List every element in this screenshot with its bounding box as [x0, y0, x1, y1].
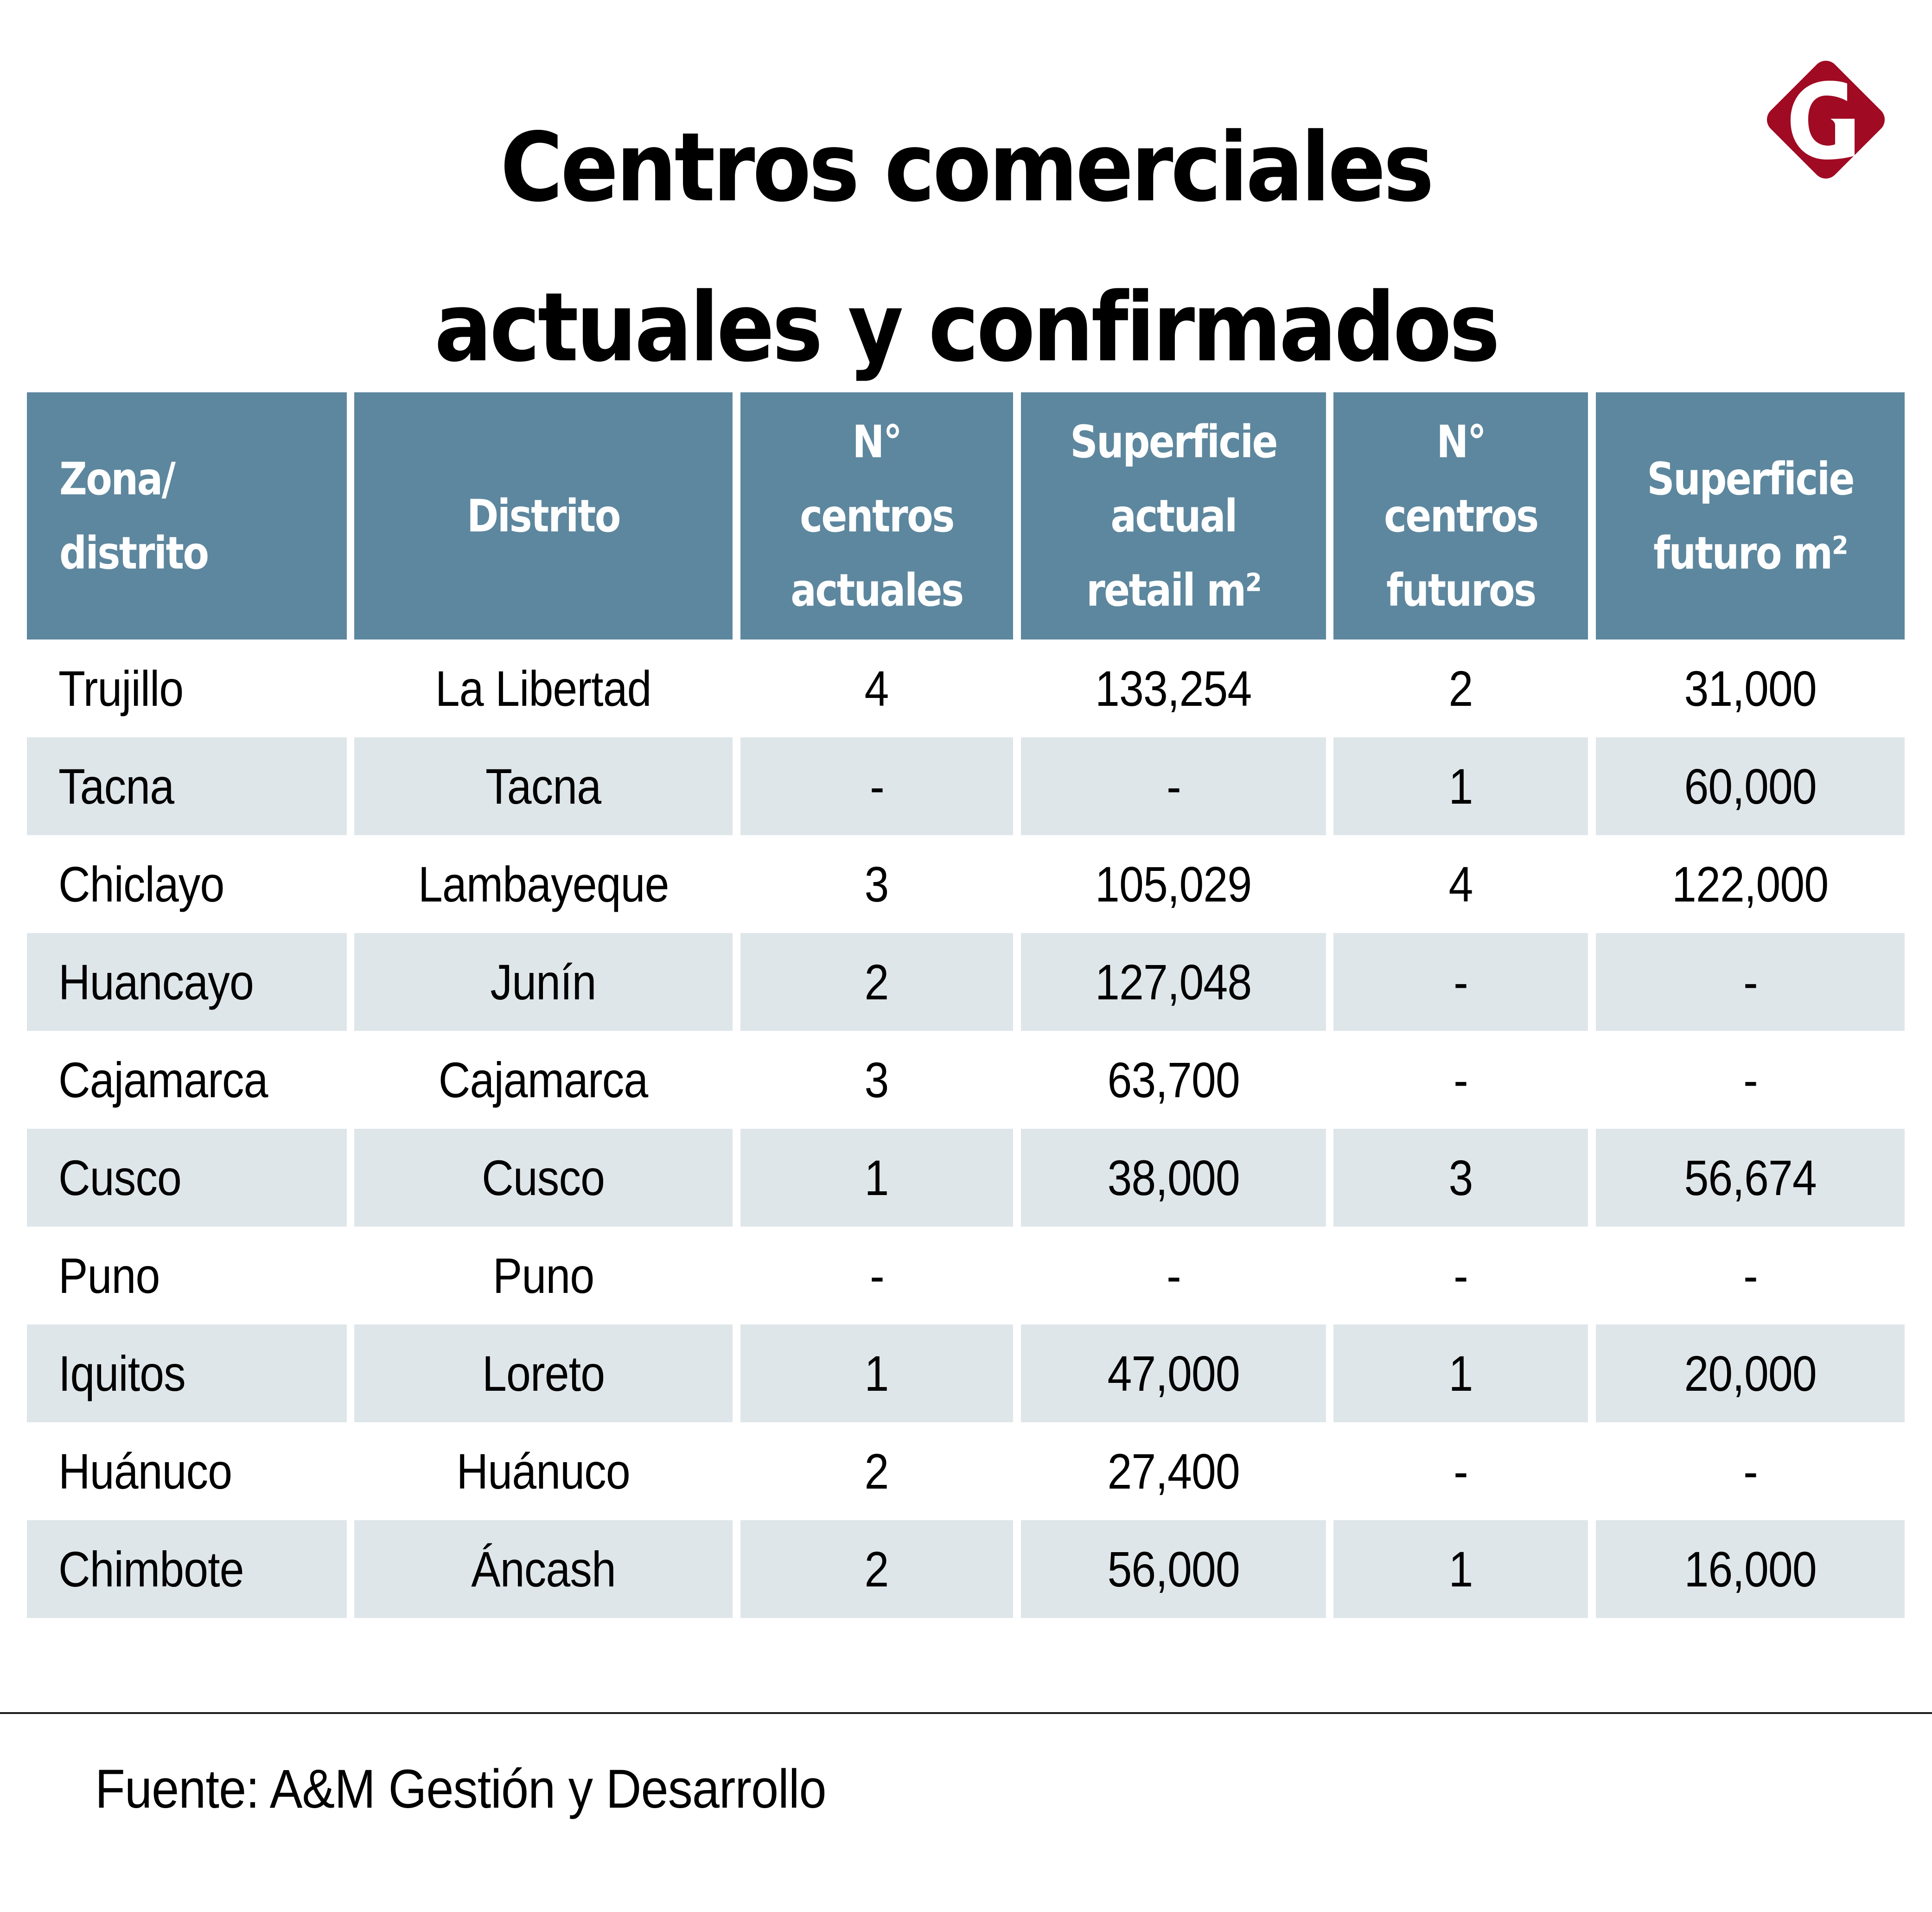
cell-superficie-futuro: - [1596, 933, 1905, 1031]
table-row: Chiclayo Lambayeque 3 105,029 4 122,000 [27, 835, 1905, 933]
cell-centros-actuales: - [740, 737, 1013, 835]
cell-superficie-futuro: 60,000 [1596, 737, 1905, 835]
cell-superficie-futuro: 56,674 [1596, 1129, 1905, 1227]
cell-superficie-futuro: 20,000 [1596, 1324, 1905, 1422]
cell-zona: Iquitos [27, 1324, 347, 1422]
cell-centros-futuros: 3 [1333, 1129, 1588, 1227]
header-superficie-futuro: Superficie futuro m² [1596, 392, 1905, 639]
source-note: Fuente: A&M Gestión y Desarrollo [95, 1759, 827, 1820]
cell-distrito: Huánuco [456, 1443, 631, 1499]
cell-zona: Cusco [27, 1129, 347, 1227]
cell-superficie-actual: 27,400 [1107, 1443, 1240, 1499]
cell-superficie-futuro: 31,000 [1684, 660, 1817, 716]
cell-zona: Chimbote [27, 1520, 347, 1618]
cell-superficie-actual: 127,048 [1021, 933, 1326, 1031]
cell-centros-actuales: 3 [864, 1052, 889, 1108]
table-row: Tacna Tacna - - 1 60,000 [27, 737, 1905, 835]
table-row: Chimbote Áncash 2 56,000 1 16,000 [27, 1520, 1905, 1618]
cell-zona: Cajamarca [58, 1052, 268, 1108]
cell-distrito: Lambayeque [418, 856, 670, 912]
cell-distrito: La Libertad [435, 660, 652, 716]
table-row: Cusco Cusco 1 38,000 3 56,674 [27, 1129, 1905, 1227]
cell-superficie-actual: 133,254 [1095, 660, 1252, 716]
table-row: Puno Puno - - - - [27, 1227, 1905, 1324]
cell-distrito: Áncash [354, 1520, 733, 1618]
cell-centros-futuros: 2 [1448, 660, 1473, 716]
cell-superficie-actual: 105,029 [1095, 856, 1252, 912]
table-body: Trujillo La Libertad 4 133,254 2 31,000 … [27, 639, 1905, 1618]
cell-distrito: Cusco [354, 1129, 733, 1227]
cell-superficie-actual: 38,000 [1021, 1129, 1326, 1227]
page-title: Centros comerciales actuales y confirmad… [96, 88, 1835, 408]
cell-distrito: Loreto [354, 1324, 733, 1422]
header-superficie-actual: Superficie actual retail m² [1021, 392, 1326, 639]
cell-distrito: Junín [354, 933, 733, 1031]
cell-distrito: Tacna [354, 737, 733, 835]
cell-centros-actuales: 1 [740, 1324, 1013, 1422]
header-distrito: Distrito [354, 392, 733, 639]
cell-centros-futuros: - [1333, 933, 1588, 1031]
cell-superficie-actual: 47,000 [1021, 1324, 1326, 1422]
title-line-2: actuales y confirmados [434, 273, 1500, 383]
header-centros-actuales: N° centros actuales [740, 392, 1013, 639]
footer-divider [0, 1712, 1932, 1714]
cell-zona: Huancayo [27, 933, 347, 1031]
cell-superficie-actual: - [1166, 1247, 1181, 1304]
cell-centros-actuales: 1 [740, 1129, 1013, 1227]
cell-centros-futuros: 1 [1333, 1520, 1588, 1618]
cell-superficie-futuro: 122,000 [1672, 856, 1829, 912]
cell-centros-futuros: 1 [1333, 737, 1588, 835]
cell-zona: Puno [58, 1247, 160, 1304]
cell-superficie-actual: 56,000 [1021, 1520, 1326, 1618]
header-zona-distrito: Zona/ distrito [27, 392, 347, 639]
cell-zona: Chiclayo [58, 856, 224, 912]
cell-centros-futuros: 1 [1333, 1324, 1588, 1422]
cell-distrito: Cajamarca [439, 1052, 648, 1108]
header-centros-futuros: N° centros futuros [1333, 392, 1588, 639]
data-table: Zona/ distrito Distrito N° centros actua… [27, 392, 1905, 1618]
cell-centros-actuales: 3 [864, 856, 889, 912]
cell-superficie-actual: 63,700 [1107, 1052, 1240, 1108]
cell-centros-actuales: - [869, 1247, 885, 1304]
cell-centros-futuros: - [1454, 1052, 1468, 1108]
cell-distrito: Puno [492, 1247, 594, 1304]
cell-superficie-futuro: 16,000 [1596, 1520, 1905, 1618]
cell-centros-actuales: 4 [864, 660, 889, 716]
cell-centros-futuros: - [1454, 1247, 1468, 1304]
brand-logo-icon [1767, 61, 1885, 179]
cell-centros-actuales: 2 [740, 1520, 1013, 1618]
cell-centros-futuros: 4 [1448, 856, 1473, 912]
cell-centros-actuales: 2 [740, 933, 1013, 1031]
table-row: Cajamarca Cajamarca 3 63,700 - - [27, 1031, 1905, 1129]
table-row: Iquitos Loreto 1 47,000 1 20,000 [27, 1324, 1905, 1422]
cell-zona: Huánuco [58, 1443, 232, 1499]
cell-zona: Tacna [27, 737, 347, 835]
cell-superficie-futuro: - [1743, 1247, 1758, 1304]
title-line-1: Centros comerciales [500, 113, 1434, 223]
cell-zona: Trujillo [58, 660, 184, 716]
table-row: Trujillo La Libertad 4 133,254 2 31,000 [27, 639, 1905, 737]
cell-centros-actuales: 2 [864, 1443, 889, 1499]
table-header-row: Zona/ distrito Distrito N° centros actua… [27, 392, 1905, 639]
cell-superficie-actual: - [1021, 737, 1326, 835]
cell-centros-futuros: - [1454, 1443, 1468, 1499]
table-row: Huancayo Junín 2 127,048 - - [27, 933, 1905, 1031]
cell-superficie-futuro: - [1743, 1443, 1758, 1499]
table-row: Huánuco Huánuco 2 27,400 - - [27, 1422, 1905, 1520]
cell-superficie-futuro: - [1743, 1052, 1758, 1108]
